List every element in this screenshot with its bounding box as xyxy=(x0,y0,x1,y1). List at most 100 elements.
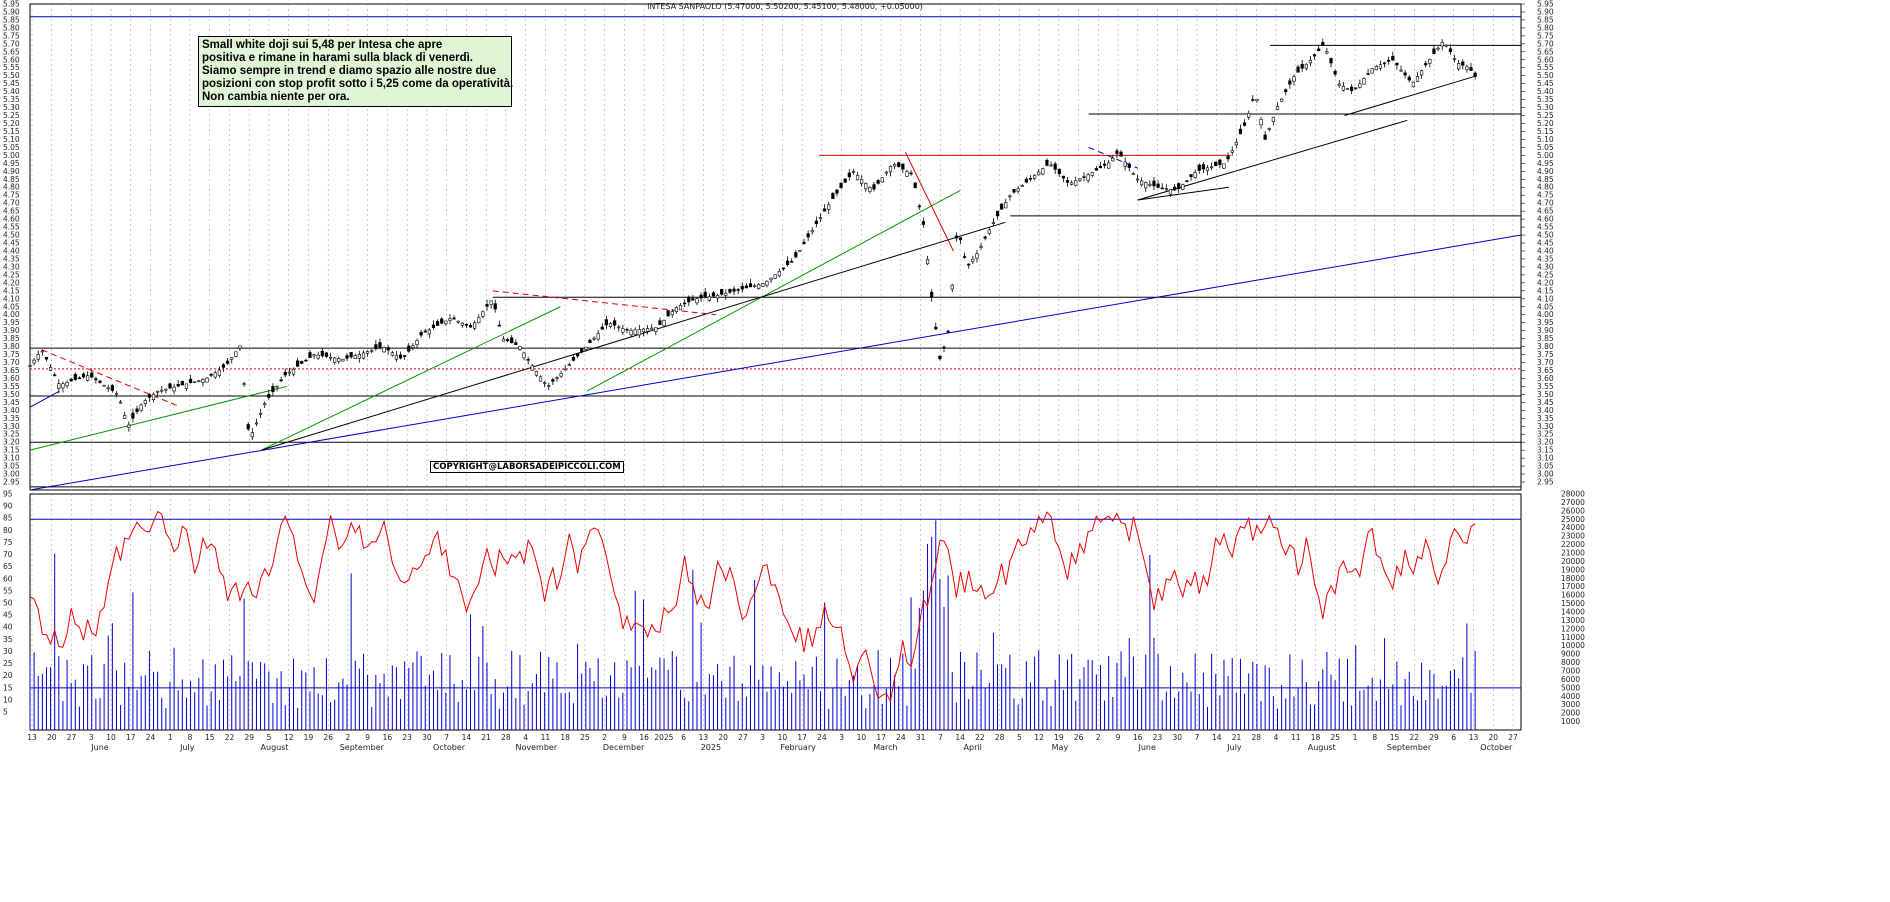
y-tick-label-right: 3.90 xyxy=(1537,326,1554,335)
candle-body xyxy=(901,163,905,170)
candle-body xyxy=(1263,134,1267,140)
y-tick-label-left: 3.60 xyxy=(3,374,20,383)
candle-body xyxy=(1230,150,1234,153)
candle-body xyxy=(180,381,184,386)
candle-body xyxy=(473,322,477,329)
candle-body xyxy=(514,342,518,345)
candle-body xyxy=(411,345,415,348)
candle-body xyxy=(835,189,839,194)
candle-body xyxy=(1053,163,1057,170)
candle-body xyxy=(703,291,707,298)
candle-body xyxy=(798,250,802,252)
candle-body xyxy=(258,413,263,415)
month-label: 2025 xyxy=(701,743,721,752)
y-tick-label-left: 4.95 xyxy=(3,159,20,168)
x-tick-label: 27 xyxy=(738,733,748,742)
candle-body xyxy=(164,388,168,391)
y-tick-label-right: 5.95 xyxy=(1537,0,1554,9)
candle-body xyxy=(1317,48,1321,52)
candle-body xyxy=(954,235,958,239)
candle-body xyxy=(823,208,827,212)
candle-body xyxy=(1210,166,1214,169)
candle-body xyxy=(1251,99,1255,101)
y-tick-label-right: 4.15 xyxy=(1537,286,1554,295)
volume-tick-label: 13000 xyxy=(1561,616,1585,625)
candle-body xyxy=(674,307,678,312)
y-tick-label-left: 3.55 xyxy=(3,382,20,391)
candle-body xyxy=(1341,85,1345,91)
x-tick-label: 17 xyxy=(797,733,807,742)
candle-body xyxy=(600,326,604,330)
candle-body xyxy=(489,300,493,305)
candle-body xyxy=(345,355,349,359)
y-tick-label-right: 3.20 xyxy=(1537,438,1554,447)
candle-body xyxy=(1259,119,1263,126)
candle-body xyxy=(1424,62,1428,66)
candle-body xyxy=(427,329,431,335)
candle-body xyxy=(1185,180,1189,182)
x-tick-label: 12 xyxy=(284,733,294,742)
candle-body xyxy=(279,379,283,382)
candle-body xyxy=(36,354,40,360)
month-label: August xyxy=(1308,743,1336,752)
candle-body xyxy=(1370,68,1374,74)
y-tick-label-right: 5.70 xyxy=(1537,39,1554,48)
y-tick-label-left: 5.20 xyxy=(3,119,20,128)
candle-body xyxy=(143,400,147,404)
candle-body xyxy=(1304,63,1308,69)
y-tick-label-right: 4.00 xyxy=(1537,310,1554,319)
y-tick-label-right: 3.75 xyxy=(1537,350,1554,359)
candle-body xyxy=(160,389,164,392)
candle-body xyxy=(1164,188,1168,191)
candle-body xyxy=(1296,66,1300,73)
y-tick-label-left: 5.60 xyxy=(3,55,20,64)
y-tick-label-right: 5.15 xyxy=(1537,127,1554,136)
candle-body xyxy=(753,285,757,288)
y-tick-label-left: 5.05 xyxy=(3,143,20,152)
y-tick-label-right: 5.60 xyxy=(1537,55,1554,64)
candle-body xyxy=(77,377,82,380)
candle-body xyxy=(501,338,506,342)
candle-body xyxy=(176,384,180,387)
candle-body xyxy=(98,380,102,383)
y-tick-label-left: 3.25 xyxy=(3,430,20,439)
month-label: October xyxy=(433,743,466,752)
trend-line xyxy=(904,151,954,252)
month-label: June xyxy=(1137,743,1156,752)
candle-body xyxy=(1362,78,1366,85)
candle-body xyxy=(1448,48,1453,53)
candle-body xyxy=(983,236,987,239)
y-tick-label-left: 3.70 xyxy=(3,358,20,367)
candle-body xyxy=(1436,47,1440,50)
candle-body xyxy=(604,319,609,326)
y-tick-label-left: 4.00 xyxy=(3,310,20,319)
x-tick-label: 10 xyxy=(857,733,867,742)
volume-tick-label: 5000 xyxy=(1561,683,1580,692)
candle-body xyxy=(1440,42,1444,47)
candle-body xyxy=(678,305,683,311)
y-tick-label-left: 3.85 xyxy=(3,334,20,343)
y-tick-label-right: 3.55 xyxy=(1537,382,1554,391)
x-tick-label: 21 xyxy=(1232,733,1242,742)
x-tick-label: 14 xyxy=(955,733,965,742)
x-tick-label: 20 xyxy=(47,733,57,742)
trend-line xyxy=(29,385,287,451)
y-tick-label-left: 3.05 xyxy=(3,462,20,471)
candle-body xyxy=(1234,141,1238,146)
candle-body xyxy=(481,311,485,317)
candle-body xyxy=(1086,174,1090,181)
y-tick-label-right: 5.45 xyxy=(1537,79,1554,88)
candle-body xyxy=(1172,186,1177,191)
candle-body xyxy=(1292,76,1296,82)
candle-body xyxy=(736,289,740,291)
y-tick-label-left: 5.65 xyxy=(3,47,20,56)
candle-body xyxy=(86,375,90,381)
candle-body xyxy=(423,330,427,333)
y-tick-label-right: 3.30 xyxy=(1537,422,1554,431)
candle-body xyxy=(1008,195,1012,198)
candle-body xyxy=(1061,175,1066,179)
candle-body xyxy=(934,326,938,330)
x-tick-label: 9 xyxy=(1116,733,1121,742)
x-tick-label: 8 xyxy=(188,733,193,742)
candle-body xyxy=(695,298,699,304)
